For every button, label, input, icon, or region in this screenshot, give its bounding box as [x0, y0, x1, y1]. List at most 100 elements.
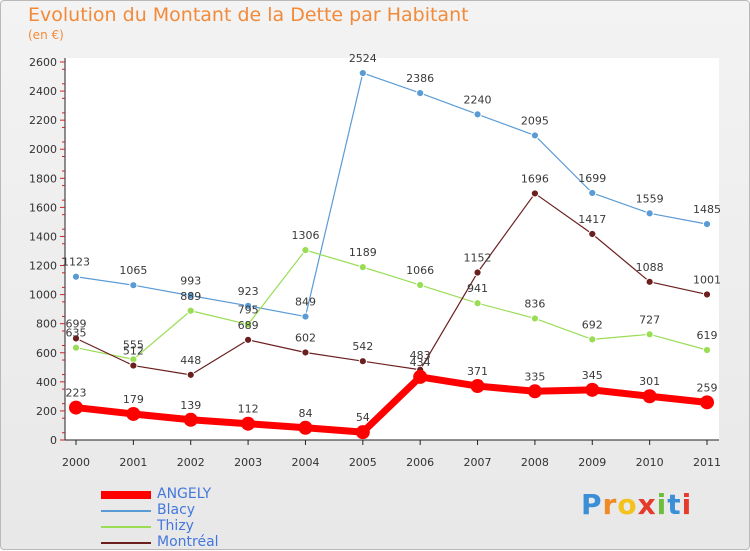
data-point	[243, 320, 253, 329]
data-point	[700, 395, 714, 410]
data-label: 699	[66, 317, 87, 330]
data-point	[416, 89, 425, 98]
data-point	[69, 400, 83, 415]
data-label: 836	[524, 297, 545, 310]
x-tick-label: 2003	[234, 456, 262, 469]
data-label: 1699	[578, 172, 606, 185]
data-label: 54	[356, 411, 370, 424]
x-tick-label: 2006	[406, 456, 434, 469]
logo-letter: i	[656, 488, 668, 521]
data-point	[473, 268, 482, 277]
data-label: 689	[238, 319, 259, 332]
data-point	[470, 379, 485, 394]
logo-letter: P	[581, 488, 603, 521]
data-point	[355, 425, 370, 440]
data-label: 795	[238, 303, 259, 316]
data-label: 849	[295, 296, 316, 309]
data-point	[530, 131, 540, 140]
x-tick-label: 2001	[119, 456, 147, 469]
series-line-thizy	[75, 249, 708, 360]
data-point	[243, 335, 253, 344]
logo-letter: r	[602, 488, 618, 521]
data-label: 223	[66, 387, 87, 400]
data-point	[645, 209, 654, 218]
data-label: 1306	[291, 229, 319, 242]
data-point	[702, 290, 712, 299]
data-label: 1696	[521, 172, 549, 185]
legend-label: Blacy	[157, 502, 196, 518]
data-label: 112	[238, 403, 259, 416]
data-point	[301, 312, 310, 321]
data-point	[243, 301, 253, 310]
data-point	[71, 272, 81, 281]
data-label: 993	[180, 275, 201, 288]
x-tick-label: 2011	[693, 456, 721, 469]
data-point	[71, 343, 81, 352]
data-point	[186, 291, 195, 300]
legend-label: Montréal	[157, 534, 219, 550]
x-tick-label: 2007	[464, 456, 492, 469]
logo-letter: i	[681, 488, 693, 521]
legend-label: Thizy	[157, 518, 194, 534]
data-label: 2095	[521, 114, 549, 127]
data-label: 434	[410, 356, 431, 369]
x-tick-label: 2009	[578, 456, 606, 469]
data-point	[645, 330, 654, 339]
x-tick-label: 2005	[349, 456, 377, 469]
legend-swatch	[101, 510, 151, 512]
data-label: 483	[410, 349, 431, 362]
data-label: 619	[697, 329, 718, 342]
data-point	[186, 370, 195, 379]
chart-unit-label: (en €)	[28, 28, 64, 42]
data-label: 1065	[119, 264, 147, 277]
y-tick-label: 600	[36, 347, 57, 360]
data-point	[588, 229, 597, 239]
x-tick-label: 2004	[291, 456, 319, 469]
data-point	[358, 68, 367, 78]
data-point	[473, 299, 482, 308]
data-point	[588, 188, 597, 198]
data-label: 555	[123, 338, 144, 351]
data-label: 635	[66, 327, 87, 340]
x-tick-label: 2000	[62, 456, 90, 469]
data-point	[301, 348, 310, 357]
data-point	[473, 110, 482, 119]
data-label: 1189	[349, 246, 377, 259]
data-point	[183, 412, 198, 427]
data-label: 2240	[464, 93, 492, 106]
data-label: 1485	[693, 203, 721, 216]
data-point	[298, 420, 313, 435]
data-point	[129, 281, 138, 290]
data-label: 1123	[62, 256, 90, 269]
y-tick-label: 800	[36, 318, 57, 331]
data-label: 889	[180, 290, 201, 303]
data-point	[71, 334, 81, 343]
series-line-blacy	[75, 72, 708, 318]
data-point	[186, 306, 195, 315]
legend-swatch	[101, 542, 151, 544]
y-tick-label: 200	[36, 405, 57, 418]
data-point	[301, 246, 310, 255]
data-label: 1559	[636, 192, 664, 205]
legend-swatch	[101, 526, 151, 528]
y-tick-label: 0	[50, 434, 57, 447]
data-label: 692	[582, 318, 603, 331]
data-label: 179	[123, 393, 144, 406]
data-label: 259	[697, 381, 718, 394]
y-tick-label: 2000	[29, 143, 57, 156]
proxiti-logo: Proxiti	[581, 488, 692, 521]
data-point	[642, 389, 657, 404]
logo-letter: x	[637, 488, 657, 521]
data-label: 301	[639, 375, 660, 388]
logo-letter: t	[667, 488, 682, 521]
data-label: 941	[467, 282, 488, 295]
data-label: 727	[639, 313, 660, 326]
data-point	[645, 277, 654, 286]
data-point	[413, 369, 428, 384]
y-tick-label: 1600	[29, 201, 57, 214]
y-tick-label: 1000	[29, 289, 57, 302]
data-point	[702, 220, 712, 229]
data-label: 2524	[349, 52, 377, 65]
